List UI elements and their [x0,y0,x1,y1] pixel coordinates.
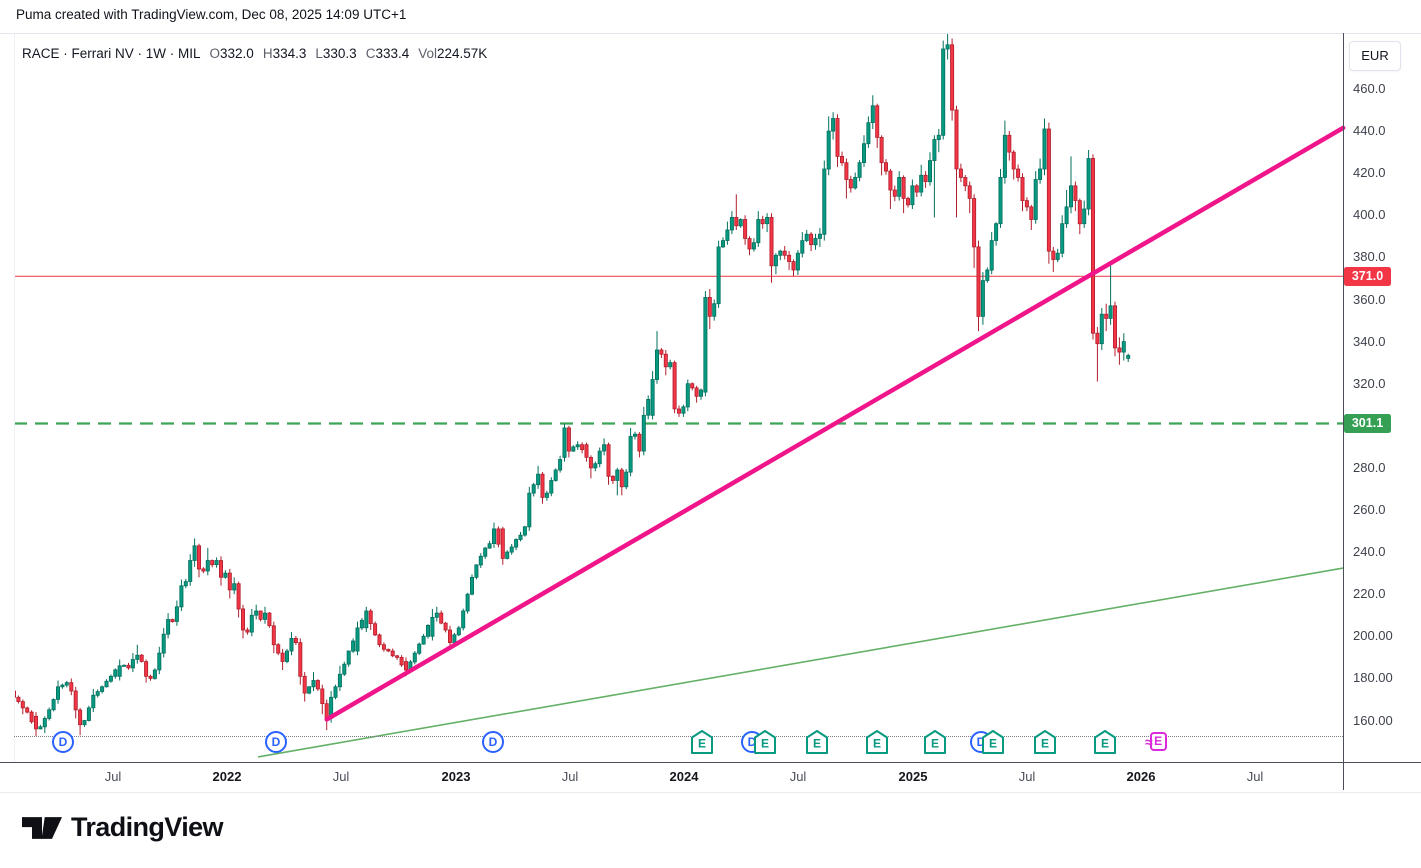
estimated-earnings-badge[interactable]: ≈ E [1145,732,1167,751]
pane-top-border [0,33,1421,34]
price-tick: 380.0 [1353,249,1386,264]
dividend-badge[interactable]: D [265,731,287,753]
price-tick: 360.0 [1353,292,1386,307]
price-line-label-301.1: 301.1 [1344,414,1391,433]
symbol-legend[interactable]: RACE · Ferrari NV · 1W · MIL O332.0 H334.3… [22,46,487,61]
export-caption: Puma created with TradingView.com, Dec 0… [16,7,407,22]
price-tick: 160.00 [1353,713,1393,728]
svg-text:E: E [1041,737,1049,751]
legend-field-vol: Vol224.57K [418,46,488,61]
price-tick: 460.0 [1353,81,1386,96]
time-label-2025: 2025 [898,769,928,784]
price-tick: 240.0 [1353,544,1386,559]
legend-symbol-text: RACE · Ferrari NV · 1W · MIL [22,46,201,61]
earnings-badge[interactable]: E [924,730,946,754]
earnings-badge[interactable]: E [982,730,1004,754]
price-tick: 220.0 [1353,586,1386,601]
time-label-Jul: Jul [1246,769,1264,784]
earnings-badge[interactable]: E [754,730,776,754]
earnings-badge[interactable]: E [866,730,888,754]
price-tick: 440.0 [1353,123,1386,138]
time-label-Jul: Jul [789,769,807,784]
time-label-Jul: Jul [561,769,579,784]
time-label-2024: 2024 [669,769,699,784]
approx-icon: ≈ [1145,733,1153,750]
earnings-badge[interactable]: E [806,730,828,754]
price-tick: 200.00 [1353,628,1393,643]
svg-text:E: E [761,737,769,751]
pink-trendline [324,125,1346,722]
price-tick: 180.00 [1353,670,1393,685]
pane-left-border [14,33,15,762]
price-tick: 340.0 [1353,334,1386,349]
legend-field-c: C333.4 [365,46,410,61]
price-tick: 280.0 [1353,460,1386,475]
legend-field-h: H334.3 [262,46,307,61]
legend-field-l: L330.3 [315,46,357,61]
earnings-badge[interactable]: E [1094,730,1116,754]
earnings-badge[interactable]: E [691,730,713,754]
price-line-label-371.0: 371.0 [1344,267,1391,286]
earnings-badge[interactable]: E [1034,730,1056,754]
dividend-badge[interactable]: D [482,731,504,753]
tradingview-logo[interactable]: TradingView [22,812,224,843]
price-axis-border [1343,33,1344,790]
time-label-Jul: Jul [332,769,350,784]
currency-button[interactable]: EUR [1349,41,1401,71]
time-label-2022: 2022 [212,769,242,784]
svg-text:E: E [989,737,997,751]
time-label-2026: 2026 [1126,769,1156,784]
dividend-badge[interactable]: D [52,731,74,753]
green-trendline [257,567,1344,758]
price-tick: 400.0 [1353,207,1386,222]
svg-text:E: E [873,737,881,751]
svg-text:E: E [931,737,939,751]
svg-text:E: E [813,737,821,751]
tradingview-wordmark: TradingView [71,812,224,842]
price-tick: 320.0 [1353,376,1386,391]
time-label-Jul: Jul [104,769,122,784]
price-tick: 420.0 [1353,165,1386,180]
footer-border [0,792,1421,793]
price-tick: 260.0 [1353,502,1386,517]
time-axis-border [0,762,1421,763]
time-label-2023: 2023 [441,769,471,784]
tradingview-logomark [22,816,62,839]
legend-field-o: O332.0 [209,46,254,61]
candles-layer [14,33,1131,737]
svg-text:E: E [698,737,706,751]
svg-text:E: E [1101,737,1109,751]
events-baseline [14,736,1343,737]
time-label-Jul: Jul [1018,769,1036,784]
